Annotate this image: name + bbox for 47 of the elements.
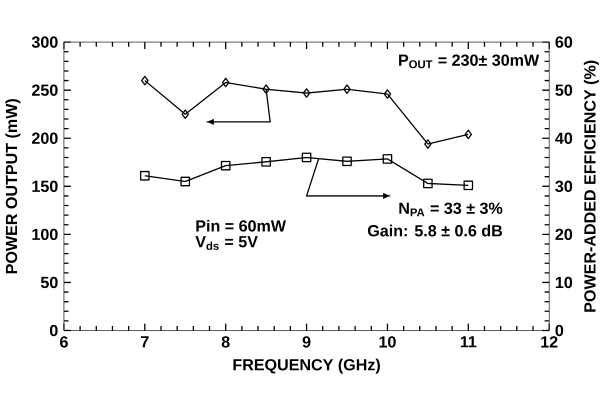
y-tick-label: 100: [32, 228, 58, 240]
y-tick-label: 300: [32, 36, 58, 48]
y-tick-label: 50: [40, 276, 58, 288]
annotation: Gain: 5.8 ± 0.6 dB: [368, 224, 502, 236]
y2-tick-label: 60: [555, 36, 572, 48]
annotation: V$_{ds}$ = 5V: [195, 236, 258, 250]
y-tick-label: 250: [32, 84, 58, 96]
point: [262, 84, 270, 94]
x-tick-label: 7: [141, 336, 149, 348]
point: [302, 88, 310, 98]
x-axis-title: FREQUENCY (GHz): [233, 358, 380, 374]
y2-tick-label: 30: [555, 180, 572, 192]
point: [384, 89, 392, 99]
y-tick-label: 0: [50, 324, 58, 336]
point: [343, 84, 351, 94]
x-tick-label: 6: [60, 336, 68, 348]
point: [140, 170, 150, 180]
y-tick-label: 150: [32, 180, 58, 192]
annotation: N$_{PA}$ = 33 ± 3%: [399, 202, 502, 216]
point: [382, 154, 392, 164]
x-tick-label: 9: [302, 336, 310, 348]
annotation: Pin = 60mW: [196, 220, 286, 232]
point: [423, 178, 433, 188]
y2-tick-label: 20: [555, 228, 572, 240]
y2-tick-label: 10: [556, 276, 572, 288]
point: [342, 156, 352, 166]
point: [220, 160, 231, 170]
x-tick-label: 8: [222, 336, 230, 348]
y2-axis-title: POWER-ADDED EFFICIENCY (%): [584, 60, 599, 312]
point: [181, 109, 190, 119]
x-tick-label: 10: [380, 336, 396, 348]
x-tick-label: 12: [541, 336, 558, 348]
y2-tick-label: 0: [556, 324, 564, 336]
point: [180, 176, 190, 186]
x-tick-label: 11: [460, 336, 476, 348]
y2-tick-label: 50: [555, 84, 572, 96]
point: [464, 129, 472, 140]
point: [141, 76, 149, 86]
point: [222, 78, 230, 88]
point: [261, 156, 271, 167]
y2-tick-label: 40: [555, 132, 572, 144]
annotation: P$_{OUT}$ = 230± 30mW: [399, 54, 540, 68]
point: [463, 180, 474, 190]
point: [302, 152, 312, 162]
y-tick-label: 200: [32, 132, 58, 144]
y-axis-title: POWER OUTPUT (mW): [5, 98, 20, 274]
point: [424, 139, 432, 149]
